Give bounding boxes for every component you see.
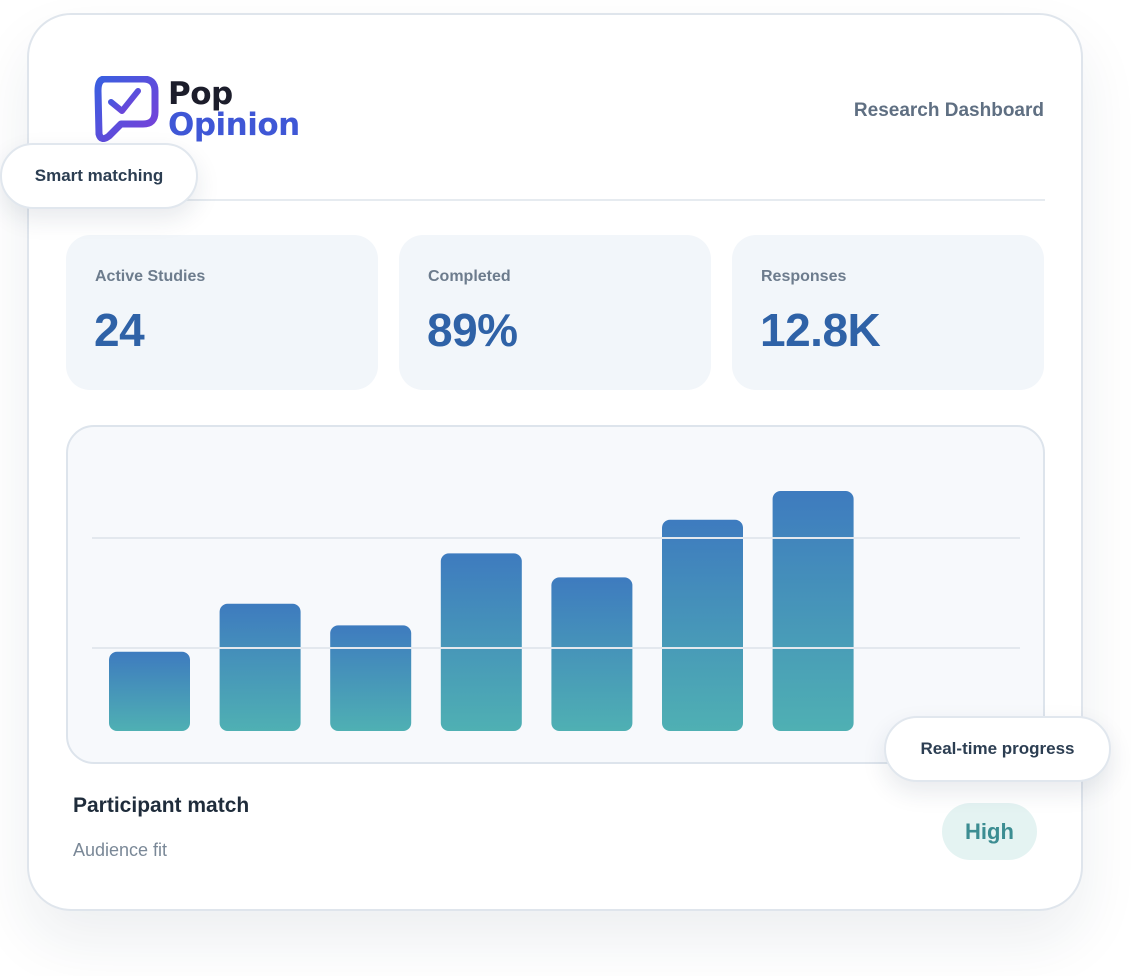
page-title: Research Dashboard — [853, 100, 1044, 121]
participant-match-subtitle: Audience fit — [73, 840, 168, 860]
progress-bar-chart — [66, 425, 1045, 764]
chart-bar — [440, 553, 522, 731]
stat-card-responses: Responses 12.8K — [732, 235, 1044, 390]
chat-check-icon — [94, 76, 159, 142]
pop-opinion-logo: Pop Opinion — [91, 76, 301, 143]
stat-value: 12.8K — [760, 304, 881, 356]
smart-matching-pill: Smart matching — [0, 143, 198, 209]
brand-name-line2: Opinion — [168, 107, 300, 143]
header-divider — [91, 199, 1045, 201]
match-level-badge: High — [942, 803, 1037, 860]
stat-card-completed: Completed 89% — [399, 235, 711, 390]
stat-value: 24 — [94, 304, 145, 356]
participant-match-title: Participant match — [73, 794, 250, 817]
chart-bar — [109, 651, 190, 731]
chart-bar — [772, 491, 854, 731]
brand-name-line1: Pop — [168, 76, 233, 112]
stat-card-active-studies: Active Studies 24 — [66, 235, 378, 390]
real-time-progress-pill: Real-time progress — [884, 716, 1111, 782]
chart-bar — [330, 625, 412, 731]
stat-label: Completed — [428, 268, 511, 285]
stat-label: Responses — [761, 268, 847, 285]
chart-bar — [662, 519, 743, 731]
chart-canvas — [92, 491, 1020, 731]
stat-value: 89% — [427, 304, 518, 356]
stat-label: Active Studies — [95, 268, 206, 285]
chart-bar — [219, 603, 301, 731]
chart-bar — [551, 577, 633, 731]
